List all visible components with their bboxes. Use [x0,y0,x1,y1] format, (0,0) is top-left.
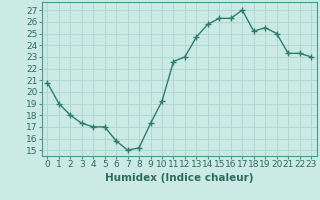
X-axis label: Humidex (Indice chaleur): Humidex (Indice chaleur) [105,173,253,183]
